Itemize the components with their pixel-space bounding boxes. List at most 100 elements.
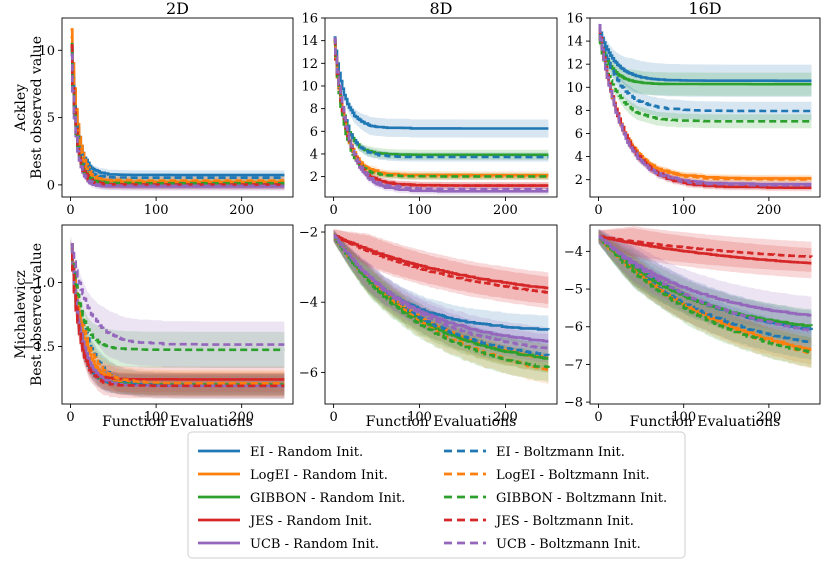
band-gibbon-random (598, 229, 812, 343)
band-gibbon-boltzmann (70, 47, 285, 188)
panel-3-lines (70, 243, 285, 388)
row-label-metric: Best observed value (29, 243, 45, 386)
line-gibbon-random (333, 234, 549, 360)
panel-0-frame (61, 17, 294, 198)
x-tick-label: 100 (671, 203, 696, 218)
x-tick-label: 0 (66, 410, 74, 425)
axes (58, 17, 821, 408)
row-label-function: Ackley (13, 84, 29, 132)
column-title-16d: 16D (688, 0, 721, 18)
x-tick-label: 0 (329, 203, 337, 218)
x-tick-label: 200 (229, 410, 254, 425)
band-ucb-boltzmann (70, 235, 285, 368)
x-tick-label: 200 (493, 410, 518, 425)
panel-1-frame (324, 17, 558, 198)
legend-label: UCB - Boltzmann Init. (496, 537, 641, 552)
legend-label: LogEI - Random Init. (250, 468, 388, 483)
panel-3-frame (61, 224, 294, 405)
y-tick-label: 6 (575, 127, 583, 142)
line-gibbon-boltzmann (333, 234, 550, 369)
x-tick-label: 100 (407, 203, 432, 218)
legend-label: JES - Boltzmann Init. (494, 514, 634, 529)
line-ei-boltzmann (333, 39, 549, 159)
y-tick-label: 12 (301, 57, 318, 72)
band-gibbon-random (333, 230, 549, 373)
x-tick-label: 200 (493, 203, 518, 218)
line-gibbon-boltzmann (70, 48, 285, 185)
row-label-0: Ackley Best observed value (13, 36, 45, 179)
line-ucb-boltzmann (333, 234, 549, 350)
y-tick-label: 12 (566, 58, 583, 73)
band-jes-boltzmann (70, 45, 285, 189)
band-ei-boltzmann (598, 26, 812, 121)
line-ei-boltzmann (598, 28, 812, 113)
band-logei-random (70, 27, 285, 187)
series-lines (70, 24, 813, 388)
y-tick-label: 14 (301, 34, 318, 49)
line-ucb-random (70, 52, 285, 188)
band-ei-random (333, 33, 549, 138)
line-ei-random (598, 26, 812, 83)
y-tick-label: −4 (564, 245, 583, 260)
line-gibbon-random (598, 35, 812, 86)
y-tick-label: 10 (38, 44, 55, 59)
band-logei-boltzmann (70, 35, 285, 185)
band-ei-boltzmann (333, 39, 549, 162)
band-ei-random (333, 230, 549, 344)
x-tick-label: 100 (671, 410, 696, 425)
line-jes-boltzmann (70, 243, 285, 388)
band-gibbon-boltzmann (70, 237, 285, 368)
y-tick-label: 10 (566, 81, 583, 96)
line-logei-random (70, 28, 285, 184)
line-jes-boltzmann (70, 45, 285, 186)
x-tick-label: 0 (66, 203, 74, 218)
band-ei-boltzmann (70, 49, 285, 182)
line-gibbon-boltzmann (598, 37, 812, 123)
y-tick-label: −7 (564, 358, 583, 373)
x-tick-label: 200 (756, 410, 781, 425)
line-logei-boltzmann (333, 40, 549, 178)
x-tick-label: 200 (229, 203, 254, 218)
y-tick-label: −4 (299, 296, 318, 311)
x-tick-label: 0 (329, 410, 337, 425)
band-ucb-boltzmann (333, 230, 549, 362)
y-tick-label: −5 (564, 283, 583, 298)
x-tick-label: 100 (144, 203, 169, 218)
y-tick-label: −1.0 (23, 276, 55, 291)
y-tick-label: 16 (566, 12, 583, 27)
line-gibbon-random (70, 42, 285, 186)
band-logei-random (70, 239, 285, 398)
x-axis-label: Function Evaluations (102, 414, 253, 430)
line-logei-boltzmann (70, 243, 285, 385)
y-tick-label: 4 (310, 147, 318, 162)
panel-5-lines (598, 235, 813, 354)
line-ucb-random (598, 235, 812, 317)
row-label-function: Michalewicz (13, 270, 29, 358)
line-ucb-boltzmann (70, 243, 285, 346)
legend-label: LogEI - Boltzmann Init. (496, 468, 650, 483)
column-title-2d: 2D (166, 0, 189, 18)
line-logei-boltzmann (70, 36, 285, 182)
column-title-8d: 8D (429, 0, 452, 18)
row-label-metric: Best observed value (29, 36, 45, 179)
line-jes-random (70, 44, 285, 187)
legend-label: EI - Random Init. (250, 445, 363, 460)
line-jes-random (598, 235, 812, 265)
x-tick-label: 200 (756, 203, 781, 218)
panel-4-frame (324, 224, 558, 405)
x-axis-label: Function Evaluations (366, 414, 517, 430)
y-tick-label: 6 (310, 125, 318, 140)
confidence-bands (70, 20, 812, 399)
line-jes-boltzmann (598, 235, 813, 258)
panel-1-bands (333, 33, 549, 195)
panel-4-lines (333, 234, 550, 371)
row-label-1: Michalewicz Best observed value (13, 243, 45, 386)
band-ucb-random (333, 230, 549, 356)
line-ucb-boltzmann (70, 53, 285, 188)
band-gibbon-boltzmann (598, 230, 812, 368)
y-tick-label: −6 (299, 366, 318, 381)
line-gibbon-boltzmann (70, 243, 285, 352)
y-tick-label: 2 (575, 173, 583, 188)
y-tick-label: 14 (566, 35, 583, 50)
